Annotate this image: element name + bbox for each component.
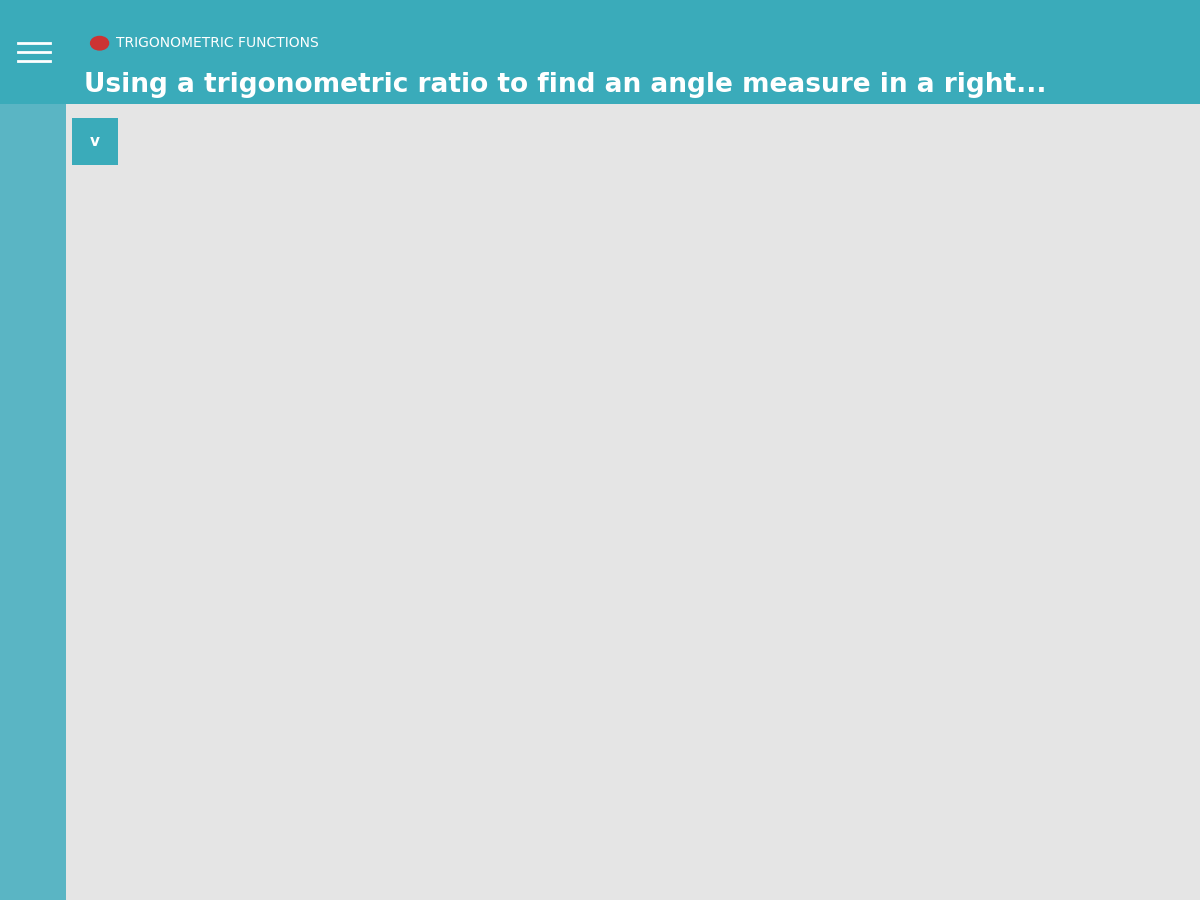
Text: Using a trigonometric ratio to find an angle measure in a right...: Using a trigonometric ratio to find an a… xyxy=(84,72,1046,97)
Text: 18: 18 xyxy=(599,626,626,645)
Text: v: v xyxy=(90,134,100,148)
Text: Find x. Round your answer to the nearest tenth of a degree.: Find x. Round your answer to the nearest… xyxy=(90,168,895,192)
Text: 36: 36 xyxy=(503,415,529,435)
Text: TRIGONOMETRIC FUNCTIONS: TRIGONOMETRIC FUNCTIONS xyxy=(116,36,319,50)
Text: $x\,=$: $x\,=$ xyxy=(854,463,893,482)
Bar xyxy=(925,442,1008,503)
Text: x: x xyxy=(613,536,623,554)
Text: °: ° xyxy=(1024,463,1033,482)
